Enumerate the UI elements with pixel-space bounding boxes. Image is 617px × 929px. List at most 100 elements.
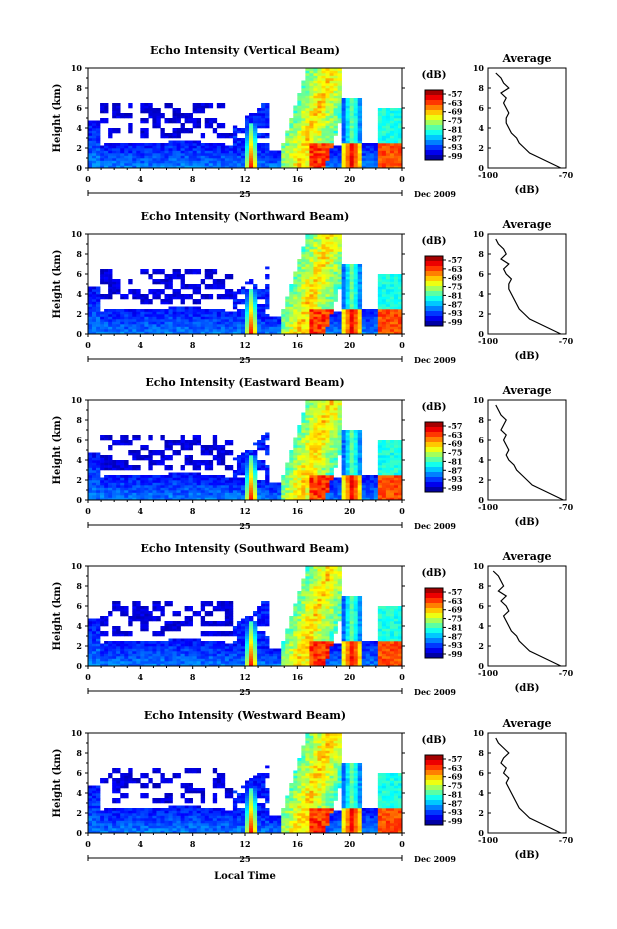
heatmap-cell	[269, 324, 274, 327]
heatmap-cell	[341, 284, 346, 287]
heatmap-cell	[92, 289, 97, 292]
heatmap-cell	[305, 120, 310, 124]
heatmap-cell	[377, 472, 383, 476]
heatmap-cell	[112, 113, 117, 116]
heatmap-cell	[301, 326, 306, 330]
heatmap-cell	[108, 276, 113, 280]
heatmap-cell	[301, 135, 306, 139]
heatmap-cell	[357, 266, 363, 270]
heatmap-cell	[204, 123, 210, 126]
heatmap-cell	[88, 165, 93, 169]
heatmap-cell	[152, 294, 157, 297]
heatmap-cell	[257, 291, 262, 295]
heatmap-cell	[236, 155, 242, 159]
heatmap-cell	[321, 118, 326, 121]
heatmap-cell	[164, 497, 169, 501]
heatmap-cell	[349, 435, 354, 438]
heatmap-cell	[345, 304, 350, 307]
heatmap-cell	[120, 316, 125, 320]
heatmap-cell	[204, 475, 210, 478]
heatmap-cell	[124, 487, 129, 491]
heatmap-cell	[305, 457, 310, 461]
heatmap-cell	[305, 405, 310, 408]
heatmap-cell	[337, 407, 342, 411]
heatmap-cell	[349, 455, 354, 458]
heatmap-cell	[297, 93, 302, 96]
heatmap-cell	[349, 128, 354, 131]
heatmap-cell	[152, 450, 157, 453]
heatmap-cell	[325, 430, 330, 433]
heatmap-cell	[232, 475, 238, 478]
heatmap-cell	[192, 120, 197, 124]
heatmap-cell	[385, 457, 391, 461]
heatmap-cell	[289, 286, 294, 290]
heatmap-cell	[333, 425, 338, 428]
heatmap-cell	[120, 477, 125, 481]
heatmap-cell	[100, 105, 105, 109]
heatmap-cell	[96, 148, 101, 151]
heatmap-cell	[289, 123, 294, 126]
heatmap-cell	[281, 160, 286, 164]
heatmap-cell	[381, 452, 387, 456]
heatmap-cell	[329, 425, 334, 428]
heatmap-cell	[136, 467, 141, 471]
heatmap-cell	[329, 412, 334, 416]
heatmap-cell	[317, 304, 322, 307]
heatmap-cell	[329, 130, 334, 134]
heatmap-cell	[309, 470, 314, 473]
heatmap-cell	[349, 492, 354, 496]
heatmap-cell	[116, 495, 121, 498]
colorbar-band	[425, 130, 443, 136]
heatmap-cell	[152, 269, 157, 272]
heatmap-cell	[345, 289, 350, 292]
heatmap-cell	[240, 457, 246, 461]
heatmap-cell	[293, 163, 298, 166]
heatmap-cell	[192, 284, 197, 287]
heatmap-cell	[325, 73, 330, 76]
heatmap-cell	[265, 125, 270, 129]
heatmap-cell	[196, 495, 202, 498]
heatmap-cell	[357, 331, 363, 335]
heatmap-cell	[353, 271, 359, 275]
heatmap-cell	[321, 85, 326, 89]
heatmap-cell	[301, 264, 306, 267]
heatmap-cell	[88, 477, 93, 481]
colorbar-band	[425, 155, 443, 161]
heatmap-cell	[164, 155, 169, 159]
heatmap-cell	[261, 296, 266, 300]
heatmap-cell	[317, 130, 322, 134]
heatmap-cell	[361, 480, 367, 483]
heatmap-cell	[373, 316, 379, 320]
heatmap-cell	[148, 460, 153, 463]
heatmap-cell	[188, 495, 193, 498]
heatmap-cell	[180, 150, 185, 154]
heatmap-cell	[261, 435, 266, 438]
heatmap-cell	[212, 319, 218, 322]
heatmap-cell	[140, 155, 145, 159]
heatmap-cell	[224, 150, 230, 154]
heatmap-cell	[228, 150, 234, 154]
heatmap-cell	[357, 432, 363, 436]
heatmap-cell	[236, 148, 242, 151]
heatmap-cell	[293, 316, 298, 320]
heatmap-cell	[289, 150, 294, 154]
heatmap-cell	[200, 490, 206, 493]
heatmap-cell	[88, 296, 93, 300]
heatmap-cell	[240, 148, 246, 151]
heatmap-cell	[92, 153, 97, 156]
heatmap-cell	[305, 465, 310, 468]
heatmap-cell	[240, 311, 246, 315]
heatmap-cell	[361, 490, 367, 493]
heatmap-cell	[289, 316, 294, 320]
heatmap-cell	[345, 130, 350, 134]
heatmap-cell	[108, 316, 113, 320]
heatmap-cell	[337, 261, 342, 265]
heatmap-cell	[160, 482, 165, 486]
heatmap-cell	[301, 279, 306, 282]
heatmap-cell	[253, 311, 258, 315]
heatmap-cell	[309, 274, 314, 277]
heatmap-cell	[357, 309, 363, 312]
heatmap-cell	[96, 457, 101, 461]
heatmap-cell	[353, 485, 359, 488]
heatmap-cell	[245, 309, 250, 312]
